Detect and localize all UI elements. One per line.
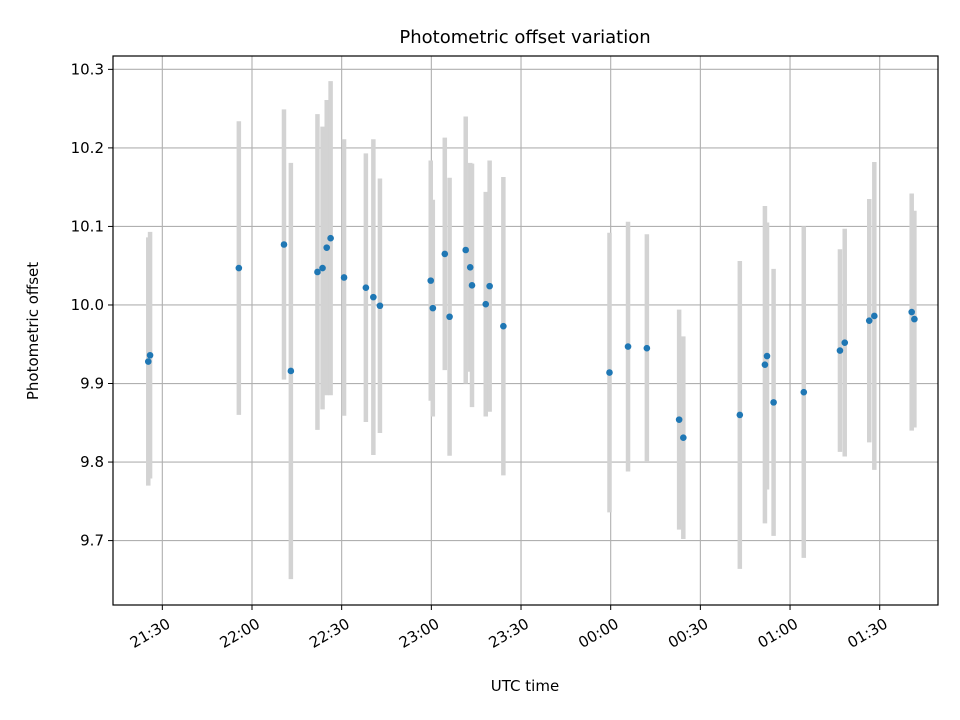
data-point — [500, 322, 507, 330]
data-point — [429, 304, 437, 312]
chart-title: Photometric offset variation — [399, 27, 650, 48]
data-point — [482, 300, 490, 308]
data-point — [871, 312, 878, 320]
data-point — [836, 347, 844, 354]
data-point — [680, 434, 687, 442]
data-point — [323, 244, 331, 251]
data-point — [280, 241, 288, 248]
data-points — [144, 234, 918, 442]
data-point — [865, 317, 873, 324]
data-point — [370, 293, 377, 301]
data-point — [606, 369, 613, 376]
y-tick-label: 10.1 — [71, 217, 104, 235]
data-point — [144, 358, 152, 365]
y-tick-label: 9.7 — [80, 532, 104, 550]
x-axis-label: UTC time — [491, 677, 559, 695]
data-point — [675, 416, 683, 423]
data-point — [841, 339, 849, 346]
y-tick-label: 9.9 — [80, 375, 104, 393]
data-point — [624, 343, 632, 350]
data-point — [146, 351, 154, 359]
y-tick-label: 9.8 — [80, 453, 104, 471]
data-point — [446, 313, 453, 321]
data-point — [466, 263, 474, 271]
data-point — [911, 315, 918, 323]
y-axis-label: Photometric offset — [24, 262, 42, 400]
data-point — [427, 277, 435, 284]
data-point — [327, 234, 334, 242]
data-point — [319, 264, 326, 272]
data-point — [770, 399, 777, 406]
data-point — [314, 268, 321, 276]
y-tick-label: 10.3 — [71, 60, 104, 78]
y-tick-label: 10.2 — [71, 139, 104, 157]
data-point — [800, 388, 808, 396]
data-point — [287, 367, 295, 375]
data-point — [362, 284, 370, 291]
data-point — [763, 352, 771, 360]
data-point — [908, 308, 915, 316]
gridlines — [113, 56, 938, 605]
data-point — [486, 282, 493, 290]
plot-frame — [112, 55, 939, 606]
data-point — [340, 274, 348, 281]
data-point — [468, 282, 476, 289]
data-point — [462, 246, 470, 254]
data-point — [736, 411, 744, 419]
data-point — [761, 361, 769, 368]
data-point — [643, 344, 651, 352]
data-point — [235, 264, 243, 272]
data-point — [376, 302, 384, 310]
data-point — [441, 250, 449, 258]
y-axis-ticks: 9.7 9.8 9.9 10.0 10.1 10.2 10.3 — [71, 60, 113, 550]
y-tick-label: 10.0 — [71, 296, 104, 314]
